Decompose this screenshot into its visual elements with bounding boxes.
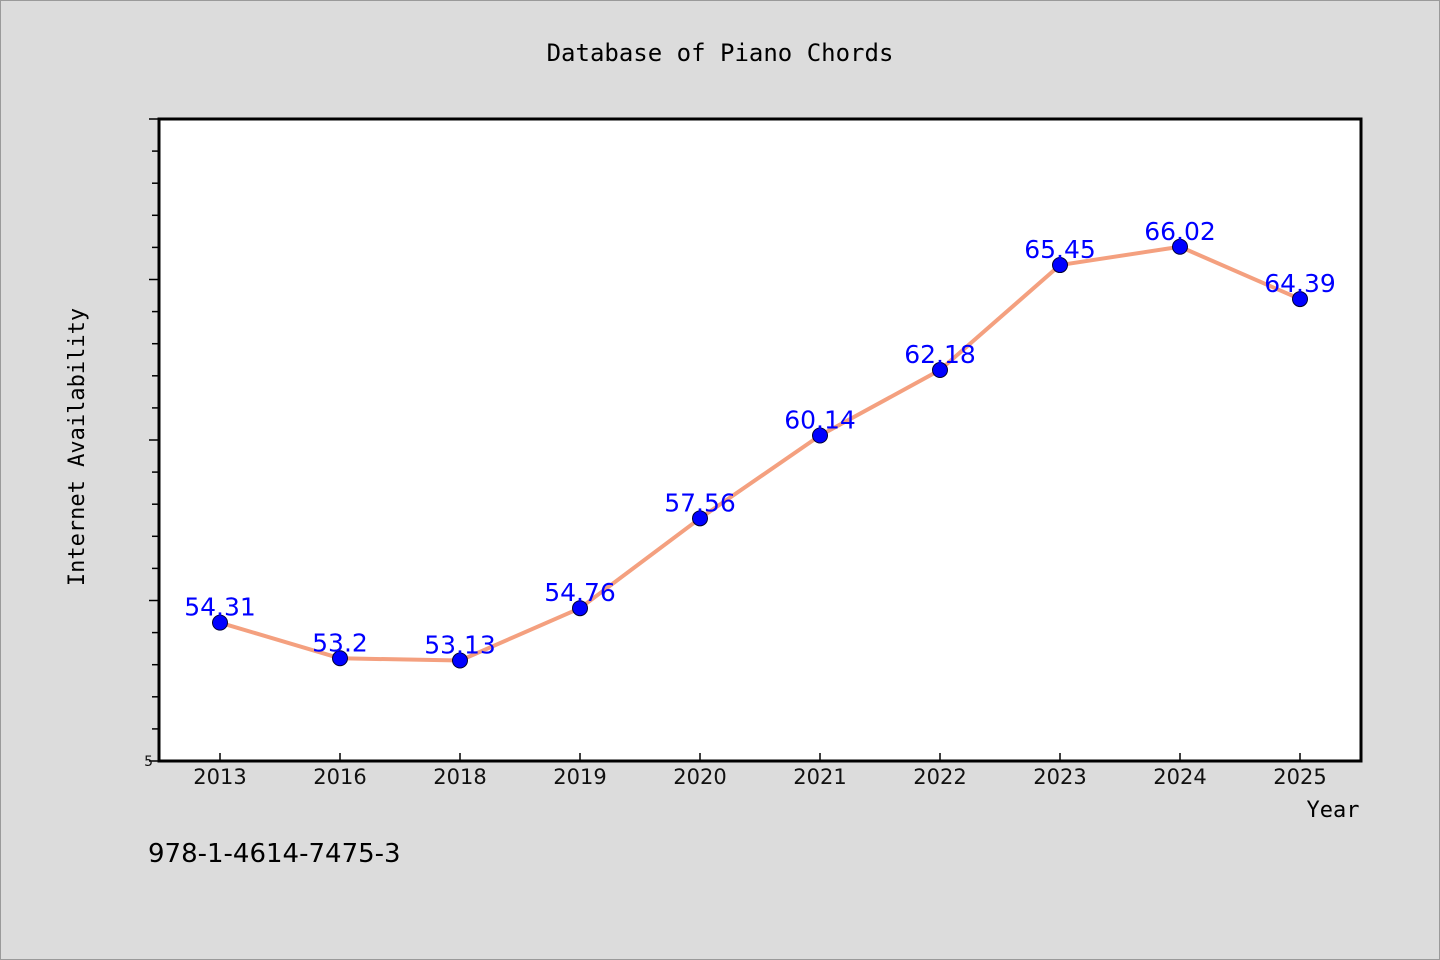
data-label: 62.18 [904, 340, 976, 369]
x-tick-label: 2018 [433, 765, 486, 789]
series-line [219, 244, 1301, 663]
data-point-marker [1052, 257, 1068, 274]
x-tick-label: 2021 [793, 765, 846, 789]
data-label: 65.45 [1024, 235, 1096, 264]
y-axis-tick-labels: 5 [144, 754, 153, 770]
x-tick-label: 2024 [1153, 765, 1206, 789]
x-tick-label: 2023 [1033, 765, 1086, 789]
data-label: 66.02 [1144, 217, 1216, 246]
chart-title: Database of Piano Chords [547, 39, 894, 67]
x-axis-ticks [219, 753, 1301, 761]
x-tick-label: 2013 [193, 765, 246, 789]
x-tick-label: 2016 [313, 765, 366, 789]
data-label: 60.14 [784, 406, 856, 435]
data-label: 54.31 [184, 593, 256, 622]
x-tick-label: 2020 [673, 765, 726, 789]
data-point-marker [452, 652, 468, 669]
data-point-marker [332, 650, 348, 667]
data-point-marker [692, 510, 708, 527]
x-tick-label: 2019 [553, 765, 606, 789]
data-point-marker [212, 614, 228, 631]
data-label: 64.39 [1264, 269, 1336, 298]
plot-area [157, 117, 1363, 763]
x-axis-label: Year [1307, 798, 1360, 823]
y-axis-ticks [149, 118, 159, 762]
data-labels: 54.31 53.2 53.13 54.76 57.56 60.14 62.18 65.45 6… [184, 217, 1336, 660]
y-tick-label: 5 [144, 754, 153, 770]
data-label: 53.2 [312, 628, 368, 657]
x-axis-tick-labels: 2013 2016 2018 2019 2020 2021 2022 2023 2024 2025 [193, 765, 1326, 789]
data-point-marker [572, 600, 588, 617]
data-point-marker [812, 427, 828, 444]
x-tick-label: 2025 [1273, 765, 1326, 789]
data-point-marker [932, 362, 948, 379]
data-label: 53.13 [424, 631, 496, 660]
y-axis-label: Internet Availability [65, 308, 90, 586]
data-label: 57.56 [664, 488, 736, 517]
data-label: 54.76 [544, 578, 616, 607]
data-point-marker [1292, 291, 1308, 308]
data-point-marker [1172, 238, 1188, 255]
x-tick-label: 2022 [913, 765, 966, 789]
series-markers [212, 238, 1308, 669]
footer-code: 978-1-4614-7475-3 [148, 839, 401, 869]
